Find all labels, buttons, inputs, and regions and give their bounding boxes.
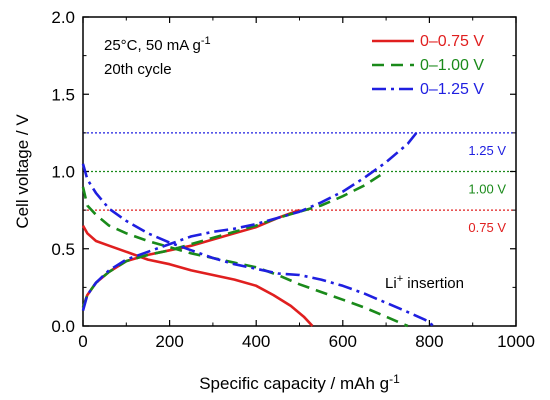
y-tick-label: 2.0	[51, 8, 75, 27]
legend: 0–0.75 V 0–1.00 V 0–1.25 V	[372, 33, 484, 98]
x-axis-ticks: 0 200 400 600 800 1000	[78, 17, 535, 351]
cycle-annotation: 20th cycle	[104, 61, 172, 78]
y-tick-label: 0.5	[51, 240, 75, 259]
series-line-charge	[81, 170, 387, 308]
y-tick-label: 1.5	[51, 85, 75, 104]
reference-lines: 1.25 V 1.00 V 0.75 V	[83, 132, 516, 235]
x-tick-label: 0	[78, 332, 87, 351]
insertion-annotation: Li+ insertion	[385, 273, 464, 292]
condition-annotation: 25°C, 50 mA g-1	[104, 35, 211, 54]
data-series	[81, 132, 435, 328]
y-tick-label: 0.0	[51, 317, 75, 336]
x-tick-label: 600	[329, 332, 357, 351]
legend-label: 0–1.25 V	[420, 81, 484, 98]
y-axis-ticks: 0.0 0.5 1.0 1.5 2.0	[51, 8, 516, 336]
x-tick-label: 200	[155, 332, 183, 351]
y-tick-label: 1.0	[51, 163, 75, 182]
legend-label: 0–0.75 V	[420, 33, 484, 50]
reference-line-label: 1.00 V	[468, 182, 506, 197]
y-axis-title: Cell voltage / V	[13, 114, 32, 229]
series-line-discharge	[81, 224, 314, 327]
legend-label: 0–1.00 V	[420, 57, 484, 74]
x-tick-label: 1000	[497, 332, 535, 351]
x-tick-label: 400	[242, 332, 270, 351]
reference-line-label: 0.75 V	[468, 220, 506, 235]
x-axis-title: Specific capacity / mAh g-1	[199, 372, 400, 393]
series-line-charge	[81, 132, 418, 311]
reference-line-label: 1.25 V	[468, 143, 506, 158]
series-line-discharge	[81, 163, 435, 328]
series-line-discharge	[81, 186, 409, 328]
x-tick-label: 800	[415, 332, 443, 351]
